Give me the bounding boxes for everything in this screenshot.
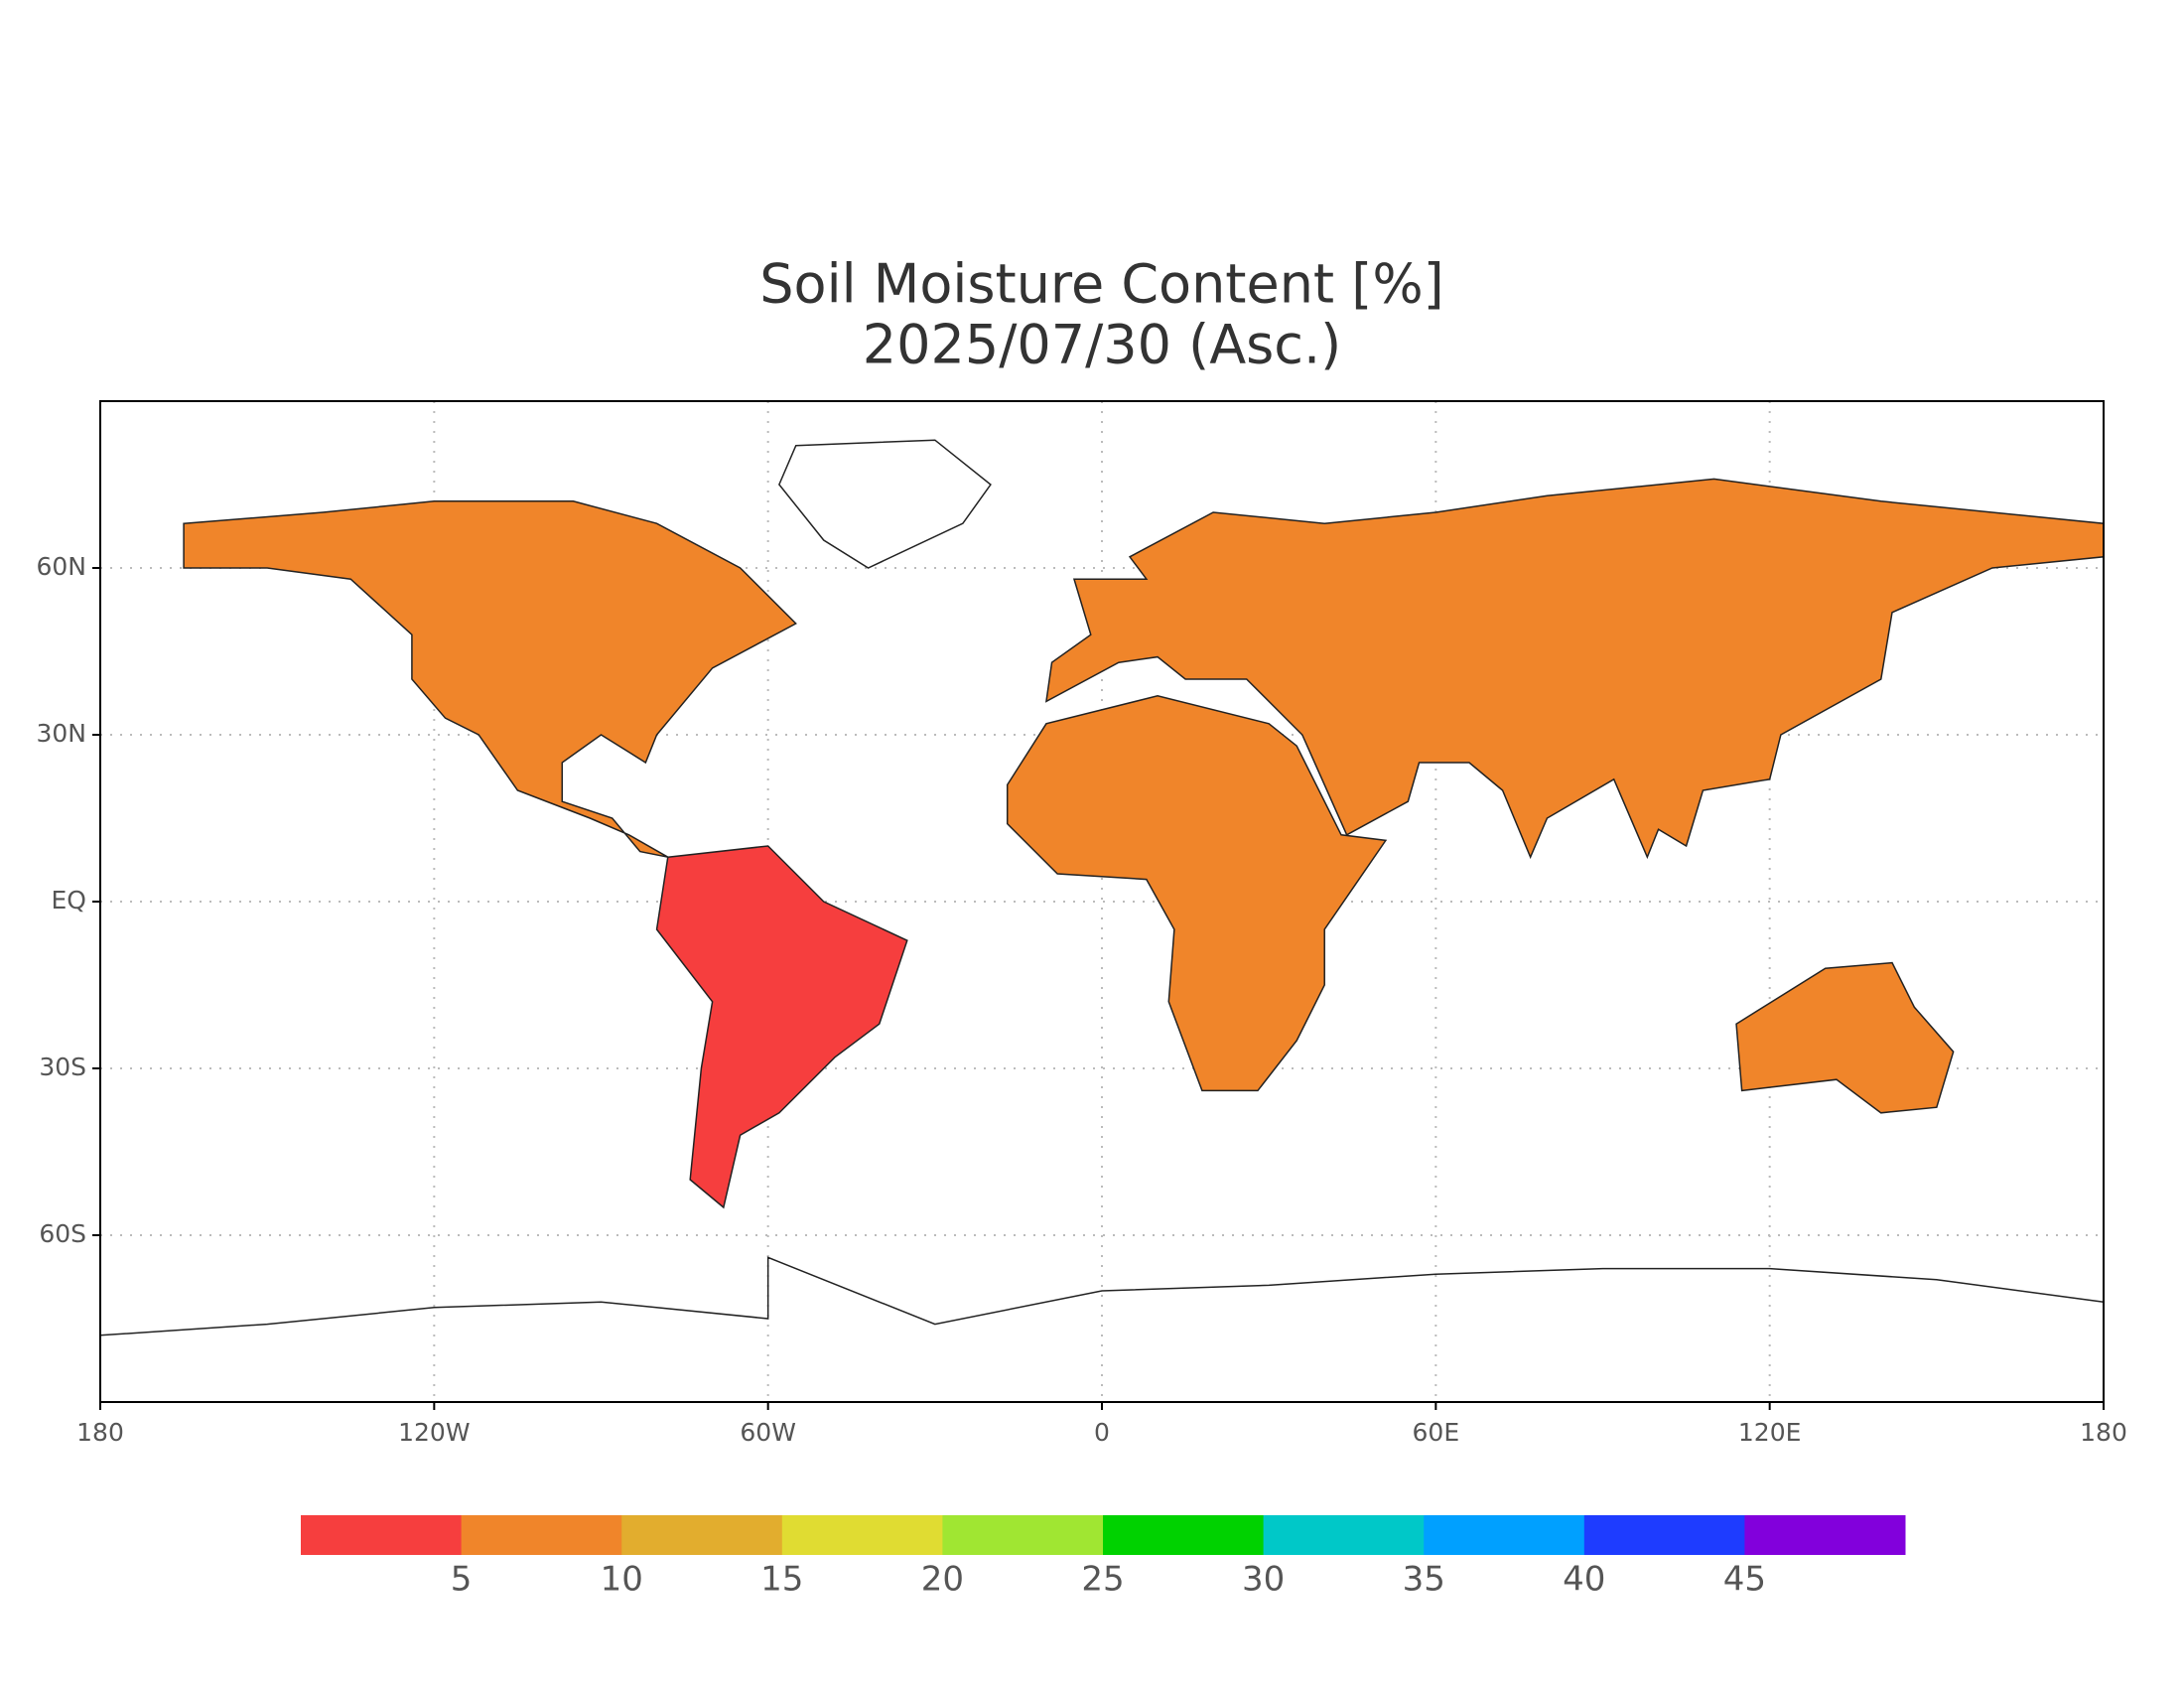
x-tick-label: 120E <box>1738 1418 1802 1447</box>
colorbar-swatch <box>1103 1515 1265 1555</box>
colorbar-swatch <box>1263 1515 1425 1555</box>
map-subtitle: 2025/07/30 (Asc.) <box>863 314 1341 376</box>
y-tick-label: 60S <box>39 1219 86 1248</box>
colorbar-swatch <box>1424 1515 1585 1555</box>
colorbar-swatch <box>621 1515 783 1555</box>
colorbar-swatch <box>781 1515 943 1555</box>
colorbar-swatch <box>461 1515 622 1555</box>
colorbar-swatch <box>942 1515 1104 1555</box>
north-america <box>184 501 796 857</box>
eurasia <box>1046 479 2104 857</box>
y-tick-label: 60N <box>36 552 86 581</box>
x-tick-label: 0 <box>1094 1418 1110 1447</box>
colorbar-label: 45 <box>1723 1560 1766 1600</box>
colorbar-swatch <box>1583 1515 1745 1555</box>
colorbar-label: 25 <box>1081 1560 1124 1600</box>
land <box>100 440 2104 1336</box>
x-tick-label: 60E <box>1413 1418 1460 1447</box>
y-tick-label: 30S <box>39 1053 86 1081</box>
colorbar-label: 35 <box>1403 1560 1445 1600</box>
south-america <box>657 846 907 1207</box>
x-tick-label: 60W <box>740 1418 796 1447</box>
y-tick-label: EQ <box>52 886 86 914</box>
africa <box>1008 696 1386 1091</box>
map-title: Soil Moisture Content [%] <box>759 253 1443 316</box>
colorbar-label: 40 <box>1563 1560 1605 1600</box>
antarctica <box>100 1257 2104 1335</box>
colorbar-label: 10 <box>601 1560 643 1600</box>
x-tick-label: 180 <box>2080 1418 2127 1447</box>
australia <box>1736 963 1954 1113</box>
colorbar: 5 10 15 20 25 30 35 40 45 <box>301 1515 1906 1600</box>
colorbar-label: 15 <box>760 1560 803 1600</box>
greenland <box>779 440 991 568</box>
colorbar-label: 20 <box>921 1560 964 1600</box>
axis-ticks: 180 120W 60W 0 60E 120E 180 60N 30N EQ 30S 60S <box>36 552 2126 1447</box>
x-tick-label: 120W <box>398 1418 470 1447</box>
colorbar-swatch <box>1744 1515 1906 1555</box>
colorbar-swatch <box>301 1515 463 1555</box>
colorbar-label: 30 <box>1242 1560 1285 1600</box>
y-tick-label: 30N <box>36 719 86 748</box>
x-tick-label: 180 <box>76 1418 124 1447</box>
colorbar-label: 5 <box>451 1560 473 1600</box>
